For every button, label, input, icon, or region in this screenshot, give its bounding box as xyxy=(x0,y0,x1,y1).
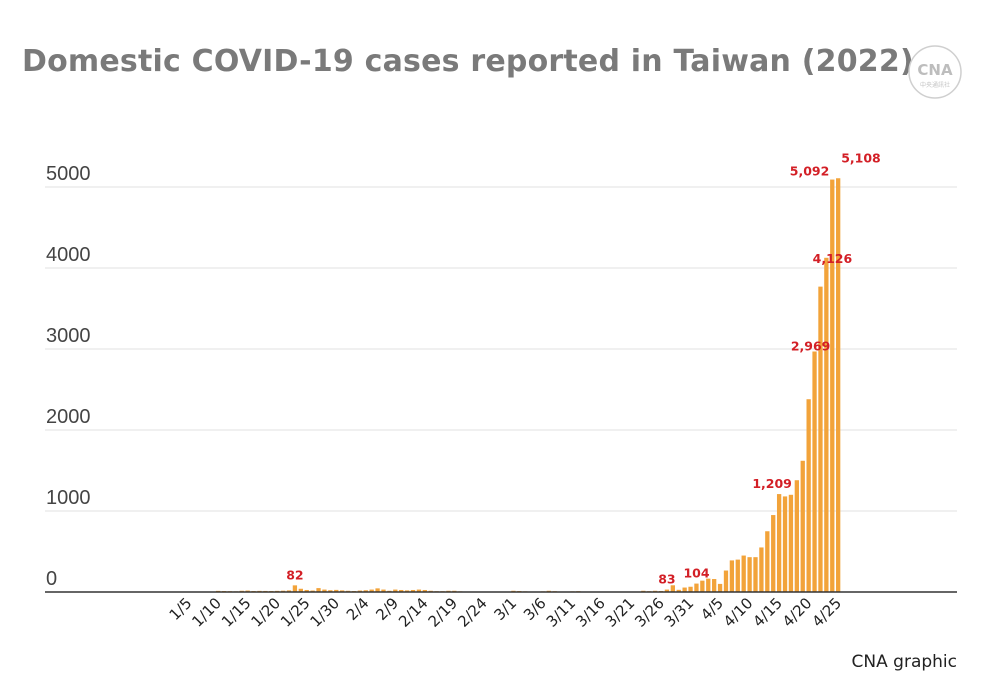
bar xyxy=(316,588,321,592)
bar xyxy=(676,589,681,592)
x-tick-label: 2/19 xyxy=(425,594,462,631)
logo-text: CNA xyxy=(917,61,953,79)
bar xyxy=(404,590,410,592)
bar xyxy=(664,589,670,592)
x-tick-label: 4/20 xyxy=(779,594,816,631)
bar xyxy=(753,557,758,592)
data-labels: 82 83 104 1,209 2,969 4,126 5,092 5,108 xyxy=(286,150,881,586)
bar xyxy=(328,590,333,592)
x-tick-label: 3/21 xyxy=(602,594,639,631)
bar xyxy=(399,589,404,592)
bar xyxy=(422,589,427,592)
data-label: 82 xyxy=(286,567,303,582)
bar xyxy=(322,589,327,592)
bar xyxy=(788,494,794,592)
data-label: 1,209 xyxy=(752,476,792,491)
bar xyxy=(381,589,386,592)
x-tick-label: 2/4 xyxy=(343,594,373,624)
y-axis-ticks: 0 1000 2000 3000 4000 5000 xyxy=(46,163,91,590)
bar xyxy=(776,494,782,592)
x-tick-label: 1/30 xyxy=(306,594,343,631)
x-tick-label: 2/14 xyxy=(395,594,432,631)
bar xyxy=(393,589,398,592)
bar xyxy=(706,578,711,592)
bar xyxy=(806,399,811,592)
x-tick-label: 3/16 xyxy=(572,594,609,631)
bar xyxy=(682,587,687,592)
bar xyxy=(812,351,817,592)
y-tick-label: 1000 xyxy=(46,487,91,509)
bar xyxy=(286,590,292,592)
bar xyxy=(292,585,298,592)
bar xyxy=(712,579,717,592)
bar xyxy=(416,589,422,592)
y-tick-label: 0 xyxy=(46,568,57,590)
bar xyxy=(800,460,805,592)
data-label: 2,969 xyxy=(791,339,831,354)
x-tick-label: 3/11 xyxy=(543,594,580,631)
bar xyxy=(794,480,799,592)
bar xyxy=(334,589,339,592)
y-tick-label: 2000 xyxy=(46,406,91,428)
data-label: 4,126 xyxy=(813,251,853,266)
bar xyxy=(700,580,705,592)
y-tick-label: 4000 xyxy=(46,244,91,266)
x-tick-label: 4/10 xyxy=(720,594,757,631)
bar xyxy=(304,589,309,592)
grid-lines xyxy=(45,186,957,512)
x-tick-label: 4/15 xyxy=(749,594,786,631)
x-tick-label: 3/26 xyxy=(631,594,668,631)
cna-logo-icon: CNA 中央通訊社 xyxy=(908,45,962,99)
x-tick-label: 2/24 xyxy=(454,594,491,631)
data-label: 104 xyxy=(683,566,709,581)
bar xyxy=(363,590,368,592)
bar xyxy=(759,547,764,592)
bar xyxy=(818,286,823,592)
bar xyxy=(369,589,374,592)
bar xyxy=(410,589,416,592)
chart-title: Domestic COVID-19 cases reported in Taiw… xyxy=(22,44,914,79)
bar xyxy=(735,559,740,592)
bar xyxy=(298,588,303,592)
x-tick-label: 1/20 xyxy=(247,594,284,631)
bar xyxy=(830,179,835,593)
bar xyxy=(765,531,770,592)
bar xyxy=(836,178,841,592)
bar xyxy=(340,590,345,592)
x-tick-label: 3/1 xyxy=(490,594,520,624)
x-axis-ticks: 1/51/101/151/201/251/30 2/4 2/92/142/192/2… xyxy=(166,594,845,631)
bar xyxy=(741,555,746,592)
x-tick-label: 1/15 xyxy=(218,594,255,631)
bars xyxy=(216,178,841,593)
bar xyxy=(375,588,380,593)
bar xyxy=(694,583,699,592)
bar xyxy=(688,586,693,593)
bar xyxy=(729,560,735,592)
bar xyxy=(824,257,829,592)
y-tick-label: 5000 xyxy=(46,163,91,185)
data-label: 5,092 xyxy=(790,164,830,179)
x-tick-label: 3/31 xyxy=(661,594,698,631)
x-tick-label: 4/25 xyxy=(808,594,845,631)
bar xyxy=(782,496,788,592)
bar xyxy=(723,570,729,592)
data-label: 83 xyxy=(658,572,675,587)
bar xyxy=(771,515,776,592)
y-tick-label: 3000 xyxy=(46,325,91,347)
credit-text: CNA graphic xyxy=(851,652,957,672)
logo-subtext: 中央通訊社 xyxy=(920,81,950,89)
bar xyxy=(717,583,723,592)
bar xyxy=(670,585,675,592)
x-tick-label: 1/25 xyxy=(277,594,314,631)
data-label: 5,108 xyxy=(841,150,881,165)
bar xyxy=(747,557,752,592)
x-tick-label: 1/10 xyxy=(188,594,225,631)
